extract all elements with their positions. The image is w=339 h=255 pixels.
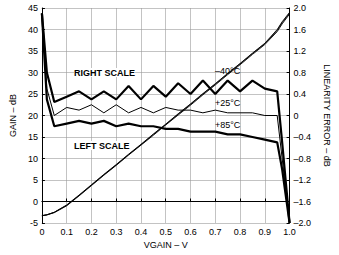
svg-text:GAIN – dB: GAIN – dB bbox=[8, 94, 18, 137]
svg-text:0.4: 0.4 bbox=[135, 227, 148, 237]
svg-text:VGAIN – V: VGAIN – V bbox=[144, 240, 188, 250]
svg-text:30: 30 bbox=[28, 68, 38, 78]
svg-text:15: 15 bbox=[28, 132, 38, 142]
svg-text:1.2: 1.2 bbox=[294, 46, 307, 56]
svg-text:1.0: 1.0 bbox=[283, 227, 296, 237]
svg-text:5: 5 bbox=[33, 175, 38, 185]
svg-text:40: 40 bbox=[28, 25, 38, 35]
svg-text:10: 10 bbox=[28, 154, 38, 164]
svg-text:0.1: 0.1 bbox=[60, 227, 73, 237]
svg-text:LEFT SCALE: LEFT SCALE bbox=[74, 141, 130, 151]
svg-text:–40°C: –40°C bbox=[215, 66, 241, 76]
svg-text:25: 25 bbox=[28, 89, 38, 99]
svg-text:0.4: 0.4 bbox=[294, 89, 307, 99]
svg-text:–1.2: –1.2 bbox=[294, 175, 312, 185]
svg-text:–1.6: –1.6 bbox=[294, 197, 312, 207]
svg-text:0.8: 0.8 bbox=[234, 227, 247, 237]
svg-text:35: 35 bbox=[28, 46, 38, 56]
svg-text:0: 0 bbox=[39, 227, 44, 237]
svg-text:0.5: 0.5 bbox=[159, 227, 172, 237]
svg-text:1.6: 1.6 bbox=[294, 25, 307, 35]
svg-text:0: 0 bbox=[294, 111, 299, 121]
svg-text:0.2: 0.2 bbox=[85, 227, 98, 237]
svg-text:0.8: 0.8 bbox=[294, 68, 307, 78]
svg-text:2.0: 2.0 bbox=[294, 3, 307, 13]
svg-text:0.7: 0.7 bbox=[209, 227, 222, 237]
svg-text:–0.4: –0.4 bbox=[294, 132, 312, 142]
svg-text:0: 0 bbox=[33, 197, 38, 207]
svg-text:0.9: 0.9 bbox=[259, 227, 272, 237]
svg-text:45: 45 bbox=[28, 3, 38, 13]
svg-text:–2.0: –2.0 bbox=[294, 218, 312, 228]
svg-text:–0.8: –0.8 bbox=[294, 154, 312, 164]
svg-text:LINEARITY ERROR – dB: LINEARITY ERROR – dB bbox=[322, 64, 332, 166]
svg-text:-5: -5 bbox=[30, 218, 38, 228]
svg-text:0.6: 0.6 bbox=[184, 227, 197, 237]
svg-text:20: 20 bbox=[28, 111, 38, 121]
svg-text:RIGHT SCALE: RIGHT SCALE bbox=[74, 68, 135, 78]
svg-text:+25°C: +25°C bbox=[215, 98, 241, 108]
svg-text:0.3: 0.3 bbox=[110, 227, 123, 237]
svg-text:+85°C: +85°C bbox=[215, 120, 241, 130]
